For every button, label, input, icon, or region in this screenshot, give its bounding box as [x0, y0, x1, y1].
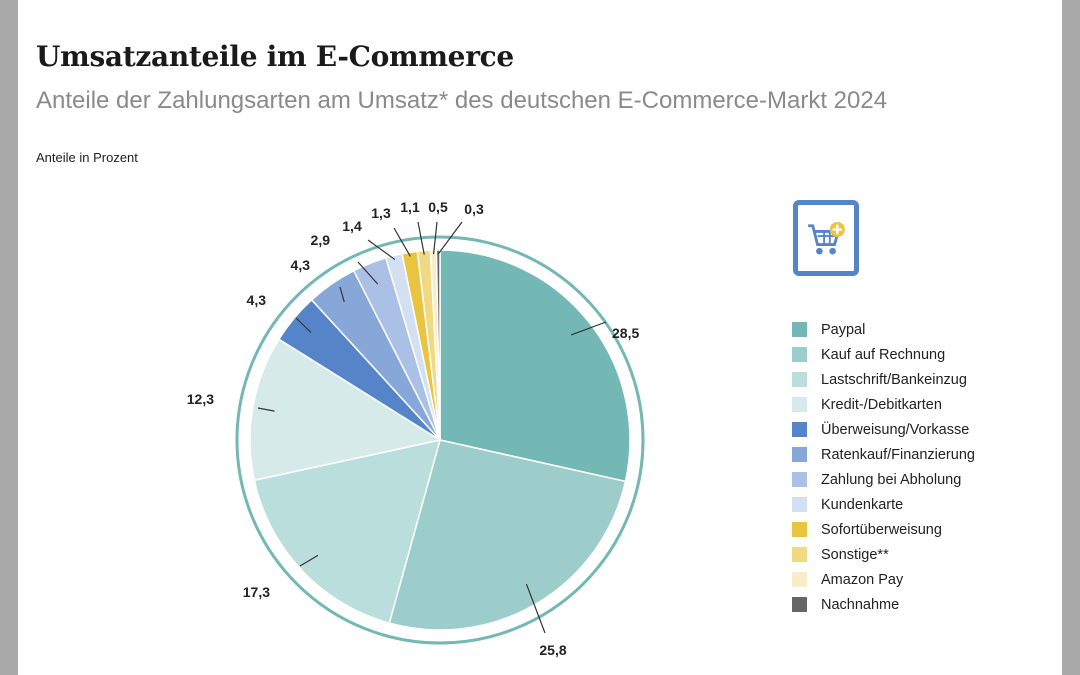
- pie-slice: [435, 249, 441, 441]
- unit-label: Anteile in Prozent: [36, 150, 138, 165]
- legend-label: Kredit-/Debitkarten: [821, 396, 942, 413]
- pie-slice: [249, 338, 442, 482]
- data-label: 1,4: [342, 218, 362, 234]
- legend-label: Kundenkarte: [821, 496, 904, 513]
- legend-item: Nachnahme: [792, 592, 975, 617]
- leader-line: [417, 221, 425, 255]
- data-label: 28,5: [612, 325, 639, 341]
- legend-item: Lastschrift/Bankeinzug: [792, 367, 975, 392]
- chart-title: Umsatzanteile im E-Commerce: [36, 40, 514, 73]
- legend-item: Sonstige**: [792, 542, 975, 567]
- legend-swatch: [792, 347, 807, 362]
- legend-label: Nachnahme: [821, 596, 900, 613]
- data-label: 12,3: [187, 391, 214, 407]
- leader-line: [339, 286, 345, 303]
- legend-item: Kredit-/Debitkarten: [792, 392, 975, 417]
- legend-swatch: [792, 547, 807, 562]
- leader-line: [432, 221, 438, 255]
- legend-item: Überweisung/Vorkasse: [792, 417, 975, 442]
- leader-line: [357, 261, 379, 285]
- data-label: 4,3: [291, 257, 311, 273]
- legend-item: Sofortüberweisung: [792, 517, 975, 542]
- legend-item: Kauf auf Rechnung: [792, 342, 975, 367]
- pie-slice: [388, 439, 627, 631]
- leader-line: [570, 321, 607, 336]
- legend-item: Amazon Pay: [792, 567, 975, 592]
- legend-label: Zahlung bei Abholung: [821, 471, 962, 488]
- data-label: 1,1: [400, 199, 420, 215]
- data-label: 25,8: [539, 642, 566, 658]
- legend-swatch: [792, 472, 807, 487]
- legend-item: Kundenkarte: [792, 492, 975, 517]
- pie-slice: [439, 249, 631, 483]
- legend-label: Amazon Pay: [821, 571, 904, 588]
- outer-ring: [235, 235, 645, 645]
- legend-label: Paypal: [821, 321, 866, 338]
- legend-item: Paypal: [792, 317, 975, 342]
- legend-label: Lastschrift/Bankeinzug: [821, 371, 967, 388]
- legend: Paypal Kauf auf Rechnung Lastschrift/Banke…: [792, 317, 975, 617]
- data-label: 2,9: [311, 232, 331, 248]
- legend-swatch: [792, 397, 807, 412]
- data-label: 0,3: [464, 201, 484, 217]
- legend-swatch: [792, 372, 807, 387]
- data-label: 0,5: [428, 199, 448, 215]
- legend-item: Ratenkauf/Finanzierung: [792, 442, 975, 467]
- leader-line: [257, 407, 275, 412]
- legend-label: Ratenkauf/Finanzierung: [821, 446, 975, 463]
- legend-swatch: [792, 572, 807, 587]
- leader-line: [367, 239, 396, 261]
- legend-swatch: [792, 497, 807, 512]
- legend-label: Überweisung/Vorkasse: [821, 421, 970, 438]
- legend-swatch: [792, 322, 807, 337]
- legend-swatch: [792, 447, 807, 462]
- legend-label: Kauf auf Rechnung: [821, 346, 946, 363]
- chart-subtitle: Anteile der Zahlungsarten am Umsatz* des…: [36, 87, 888, 114]
- leader-line: [437, 221, 463, 255]
- shopping-cart-plus-icon: [793, 200, 859, 276]
- legend-label: Sonstige**: [821, 546, 889, 563]
- legend-swatch: [792, 522, 807, 537]
- leader-line: [393, 227, 411, 257]
- leader-line: [525, 583, 546, 634]
- data-label: 1,3: [371, 205, 391, 221]
- legend-label: Sofortüberweisung: [821, 521, 942, 538]
- data-label: 4,3: [247, 292, 267, 308]
- leader-line: [299, 554, 319, 567]
- legend-swatch: [792, 597, 807, 612]
- legend-item: Zahlung bei Abholung: [792, 467, 975, 492]
- data-label: 17,3: [243, 584, 270, 600]
- legend-swatch: [792, 422, 807, 437]
- pie-slice: [253, 439, 442, 625]
- leader-line: [295, 317, 312, 333]
